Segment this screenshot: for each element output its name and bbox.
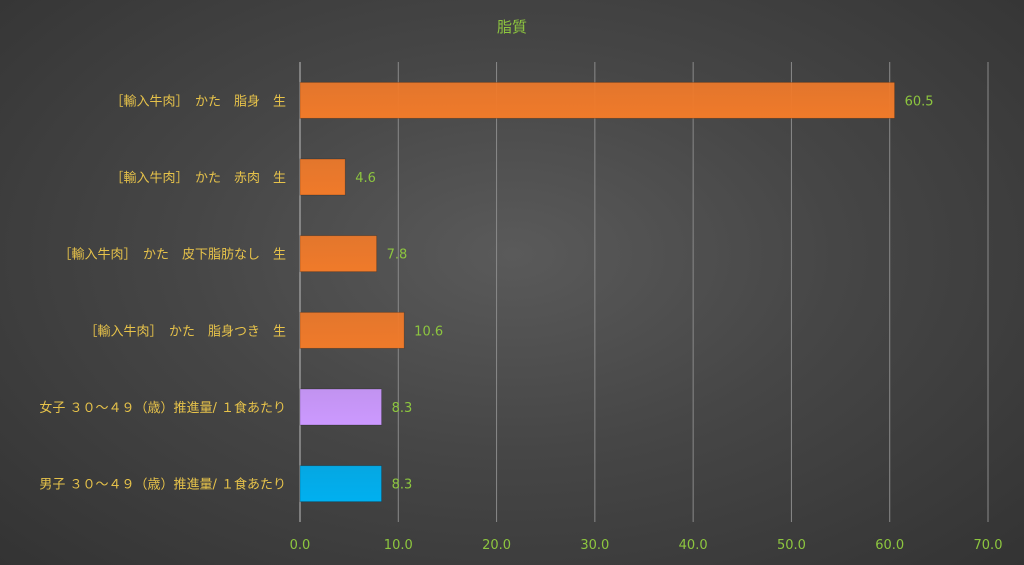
bar [299, 311, 405, 349]
bar [299, 235, 378, 273]
x-tick-label: 30.0 [580, 538, 609, 553]
bar [299, 158, 346, 196]
bar [299, 81, 896, 119]
x-tick-label: 70.0 [974, 538, 1003, 553]
data-label: 60.5 [905, 94, 934, 109]
data-label: 7.8 [387, 248, 408, 263]
data-label: 8.3 [392, 401, 413, 416]
x-tick-label: 0.0 [290, 538, 311, 553]
x-tick-label: 50.0 [777, 538, 806, 553]
bar [299, 388, 382, 426]
bar [299, 465, 382, 503]
data-label: 4.6 [355, 171, 376, 186]
category-label: 女子 ３０～４９（歳）推進量/ １食あたり [39, 400, 286, 416]
x-tick-label: 10.0 [384, 538, 413, 553]
bar-layer [299, 81, 896, 503]
category-label: ［輸入牛肉］ かた 脂身つき 生 [84, 323, 286, 339]
data-label: 8.3 [392, 478, 413, 493]
category-label: ［輸入牛肉］ かた 赤肉 生 [110, 171, 286, 186]
chart-title: 脂質 [497, 18, 527, 36]
category-label: ［輸入牛肉］ かた 脂身 生 [110, 93, 286, 109]
category-label: ［輸入牛肉］ かた 皮下脂肪なし 生 [58, 247, 286, 263]
x-tick-label: 20.0 [482, 538, 511, 553]
x-tick-label: 40.0 [679, 538, 708, 553]
grid-layer [299, 62, 989, 522]
label-layer: 0.0 10.0 20.0 30.0 40.0 50.0 60.0 70.0 ［輸入牛肉］ かた… [39, 93, 1002, 553]
category-label: 男子 ３０～４９（歳）推進量/ １食あたり [39, 477, 286, 493]
data-label: 10.6 [414, 324, 443, 339]
x-tick-label: 60.0 [875, 538, 904, 553]
